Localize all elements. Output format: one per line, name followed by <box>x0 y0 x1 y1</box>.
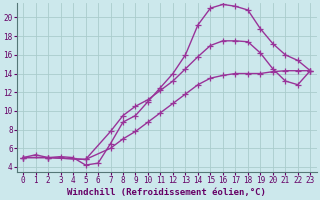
X-axis label: Windchill (Refroidissement éolien,°C): Windchill (Refroidissement éolien,°C) <box>67 188 266 197</box>
